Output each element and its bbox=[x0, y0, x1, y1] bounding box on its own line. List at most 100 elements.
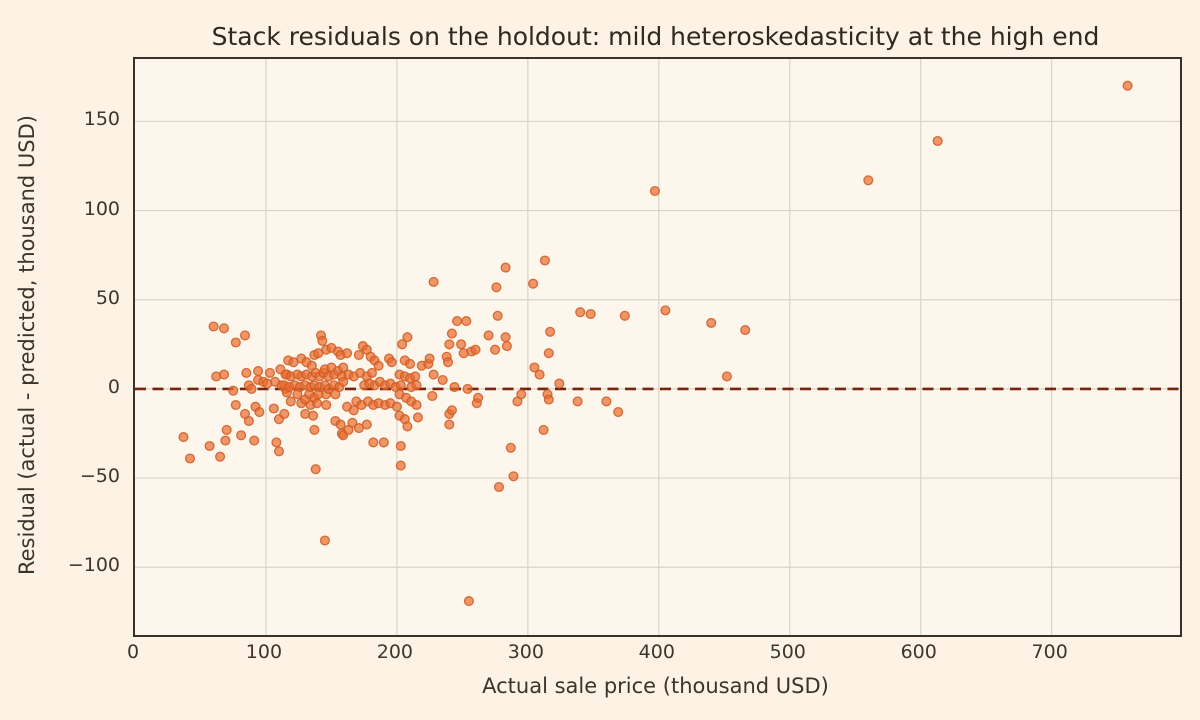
scatter-point bbox=[321, 399, 332, 411]
scatter-point bbox=[221, 424, 232, 435]
x-tick-label: 100 bbox=[245, 641, 283, 663]
scatter-point bbox=[543, 348, 554, 359]
scatter-point bbox=[601, 396, 612, 407]
scatter-point bbox=[243, 415, 254, 427]
scatter-point bbox=[660, 305, 671, 316]
scatter-point bbox=[271, 437, 282, 448]
scatter-point bbox=[473, 392, 484, 403]
scatter-point bbox=[446, 328, 457, 339]
scatter-point bbox=[319, 535, 330, 546]
scatter-point bbox=[1122, 80, 1133, 91]
scatter-point bbox=[253, 366, 264, 377]
scatter-point bbox=[368, 437, 379, 448]
scatter-point bbox=[491, 282, 502, 293]
scatter-point bbox=[310, 464, 321, 475]
x-tick-label: 300 bbox=[507, 641, 544, 663]
scatter-point bbox=[554, 378, 565, 389]
scatter-point bbox=[338, 362, 349, 373]
scatter-point bbox=[230, 337, 241, 348]
scatter-point bbox=[373, 360, 384, 371]
scatter-point bbox=[740, 325, 751, 336]
scatter-point bbox=[539, 255, 550, 266]
scatter-point bbox=[308, 410, 319, 421]
scatter-point bbox=[585, 308, 596, 320]
scatter-point bbox=[649, 185, 660, 197]
scatter-point bbox=[184, 453, 196, 464]
scatter-point bbox=[462, 383, 473, 394]
scatter-point bbox=[572, 396, 583, 407]
scatter-point bbox=[285, 396, 296, 407]
scatter-point bbox=[613, 407, 624, 418]
scatter-point bbox=[490, 344, 501, 355]
scatter-point bbox=[456, 339, 467, 350]
scatter-point bbox=[437, 374, 448, 386]
x-tick-label: 400 bbox=[638, 641, 675, 663]
scatter-point bbox=[529, 362, 540, 373]
scatter-point bbox=[279, 408, 290, 419]
scatter-point bbox=[543, 394, 554, 405]
scatter-point bbox=[412, 412, 423, 423]
scatter-point bbox=[273, 446, 285, 457]
x-tick-label: 200 bbox=[376, 641, 414, 663]
scatter-point bbox=[428, 276, 439, 287]
scatter-point bbox=[483, 330, 494, 341]
scatter-point bbox=[378, 437, 389, 448]
scatter-point bbox=[545, 326, 556, 337]
scatter-point bbox=[230, 399, 241, 411]
scatter-point bbox=[204, 440, 215, 452]
scatter-point bbox=[461, 316, 472, 327]
scatter-point bbox=[317, 335, 328, 346]
scatter-point bbox=[500, 332, 511, 343]
scatter-point bbox=[444, 419, 455, 430]
scatter-point bbox=[619, 310, 630, 321]
scatter-point bbox=[386, 357, 397, 368]
plot-area bbox=[133, 57, 1182, 637]
y-tick-label: 150 bbox=[83, 108, 120, 131]
scatter-point bbox=[863, 175, 874, 186]
scatter-point bbox=[427, 390, 438, 402]
y-tick-label: 50 bbox=[95, 286, 120, 309]
scatter-point bbox=[501, 341, 512, 352]
scatter-point bbox=[241, 367, 252, 378]
scatter-point bbox=[208, 321, 219, 332]
scatter-point bbox=[442, 357, 454, 368]
scatter-point bbox=[575, 307, 586, 318]
scatter-point bbox=[249, 435, 260, 446]
scatter-point bbox=[338, 376, 349, 387]
scatter-point bbox=[311, 398, 323, 409]
scatter-point bbox=[342, 348, 353, 359]
scatter-point bbox=[397, 339, 408, 350]
scatter-point bbox=[178, 432, 189, 443]
scatter-point bbox=[411, 380, 422, 391]
scatter-point bbox=[391, 401, 402, 412]
scatter-point bbox=[335, 419, 346, 430]
y-tick-label: −100 bbox=[67, 554, 120, 577]
scatter-point bbox=[516, 389, 527, 400]
scatter-point bbox=[254, 407, 265, 418]
x-axis-label: Actual sale price (thousand USD) bbox=[482, 674, 829, 698]
scatter-point bbox=[246, 383, 257, 394]
scatter-point bbox=[353, 349, 364, 361]
scatter-point bbox=[500, 262, 511, 273]
scatter-point bbox=[395, 460, 406, 471]
scatter-point bbox=[366, 367, 378, 378]
scatter-canvas bbox=[135, 59, 1180, 635]
scatter-point bbox=[446, 405, 457, 416]
y-tick-label: 100 bbox=[83, 197, 120, 220]
scatter-point bbox=[721, 371, 732, 382]
scatter-point bbox=[452, 316, 463, 327]
chart-title: Stack residuals on the holdout: mild het… bbox=[211, 22, 1100, 51]
scatter-point bbox=[239, 330, 251, 341]
scatter-point bbox=[220, 435, 231, 446]
y-tick-label: 0 bbox=[107, 375, 120, 398]
y-tick-label: −50 bbox=[79, 465, 120, 488]
scatter-point bbox=[361, 419, 372, 430]
scatter-point bbox=[347, 417, 358, 428]
scatter-point bbox=[215, 451, 226, 462]
scatter-point bbox=[534, 369, 545, 380]
scatter-point bbox=[228, 385, 239, 396]
x-tick-label: 700 bbox=[1031, 641, 1068, 663]
scatter-point bbox=[236, 430, 247, 441]
scatter-point bbox=[706, 317, 717, 328]
